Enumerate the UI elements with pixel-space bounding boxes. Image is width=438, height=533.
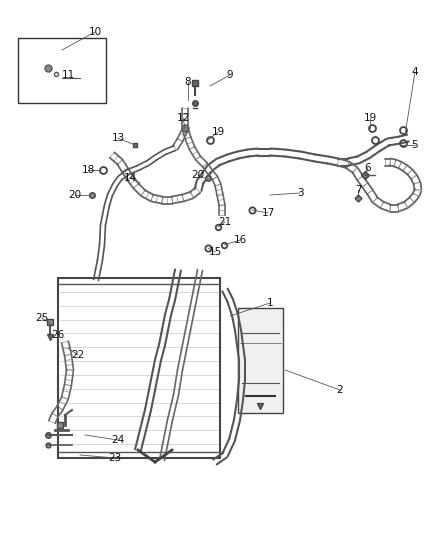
Text: 12: 12 [177, 113, 190, 123]
Text: 3: 3 [297, 188, 303, 198]
Text: 25: 25 [35, 313, 49, 323]
Text: 4: 4 [412, 67, 418, 77]
Text: 16: 16 [233, 235, 247, 245]
Text: 13: 13 [111, 133, 125, 143]
Text: 22: 22 [71, 350, 85, 360]
Bar [18, 38, 106, 103]
Text: 18: 18 [81, 165, 95, 175]
Text: 21: 21 [219, 217, 232, 227]
Text: 8: 8 [185, 77, 191, 87]
Text: 14: 14 [124, 173, 137, 183]
Text: 24: 24 [111, 435, 125, 445]
Text: 7: 7 [355, 185, 361, 195]
Text: 9: 9 [227, 70, 233, 80]
Text: 17: 17 [261, 208, 275, 218]
Text: 10: 10 [88, 27, 102, 37]
Text: 5: 5 [412, 140, 418, 150]
Text: 15: 15 [208, 247, 222, 257]
Text: 20: 20 [191, 170, 205, 180]
Bar [58, 278, 220, 458]
Text: 6: 6 [365, 163, 371, 173]
Text: 19: 19 [212, 127, 225, 137]
Bar [238, 308, 283, 413]
Text: 11: 11 [61, 70, 74, 80]
Text: 1: 1 [267, 298, 273, 308]
Text: 2: 2 [337, 385, 343, 395]
Text: 23: 23 [108, 453, 122, 463]
Text: 19: 19 [364, 113, 377, 123]
Text: 26: 26 [51, 330, 65, 340]
Text: 20: 20 [68, 190, 81, 200]
